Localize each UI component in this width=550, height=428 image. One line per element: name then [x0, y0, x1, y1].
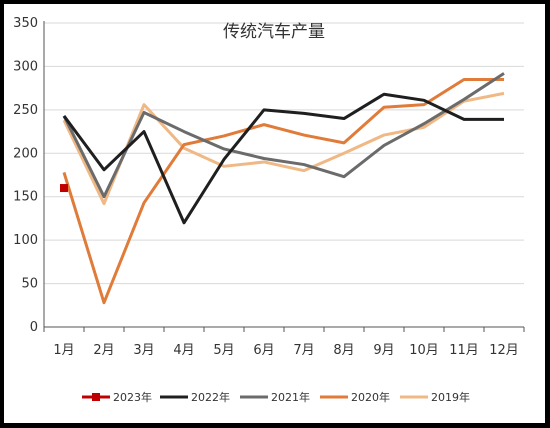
legend-label: 2023年	[113, 390, 152, 404]
x-tick-label: 6月	[253, 343, 274, 358]
y-tick-label: 150	[13, 190, 38, 205]
legend-label: 2021年	[271, 390, 310, 404]
legend-label: 2022年	[191, 390, 230, 404]
x-tick-label: 2月	[93, 343, 114, 358]
x-tick-label: 11月	[449, 343, 479, 358]
y-tick-labels: 0 50 100 150 200 250 300 350	[13, 16, 38, 335]
x-tick-label: 9月	[373, 343, 394, 358]
axes	[43, 21, 525, 332]
gridlines	[44, 22, 524, 285]
x-tick-label: 5月	[213, 343, 234, 358]
y-tick-label: 250	[13, 103, 38, 118]
chart-title: 传统汽车产量	[223, 22, 325, 42]
x-tick-label: 7月	[293, 343, 314, 358]
series-line-2022年	[62, 92, 504, 225]
y-tick-label: 0	[30, 320, 38, 335]
y-tick-label: 350	[13, 16, 38, 31]
legend: 2023年 2022年 2021年 2020年 2019年	[82, 390, 470, 404]
series-lines	[60, 72, 505, 305]
series-line-2020年	[62, 77, 504, 305]
legend-label: 2019年	[431, 390, 470, 404]
x-tick-labels: 1月 2月 3月 4月 5月 6月 7月 8月 9月 10月 11月 12月	[53, 343, 518, 358]
x-tick-label: 4月	[173, 343, 194, 358]
series-line-2021年	[62, 72, 505, 199]
legend-marker	[92, 393, 100, 401]
line-chart: 0 50 100 150 200 250 300 350 1月 2月 3月 4月 5月 6月 7月 8月 9月…	[13, 16, 525, 404]
chart-frame: 0 50 100 150 200 250 300 350 1月 2月 3月 4月 5月 6月 7月 8月 9月…	[4, 4, 545, 423]
series-line-2019年	[62, 91, 505, 206]
x-tick-label: 12月	[489, 343, 519, 358]
y-tick-label: 50	[21, 277, 38, 292]
data-point-2023年	[60, 184, 68, 193]
x-tick-label: 10月	[409, 343, 439, 358]
legend-label: 2020年	[351, 390, 390, 404]
x-tick-label: 3月	[133, 343, 154, 358]
x-tick-label: 1月	[53, 343, 74, 358]
y-tick-label: 300	[13, 59, 38, 74]
y-tick-label: 200	[13, 146, 38, 161]
y-tick-label: 100	[13, 233, 38, 248]
x-tick-label: 8月	[333, 343, 354, 358]
